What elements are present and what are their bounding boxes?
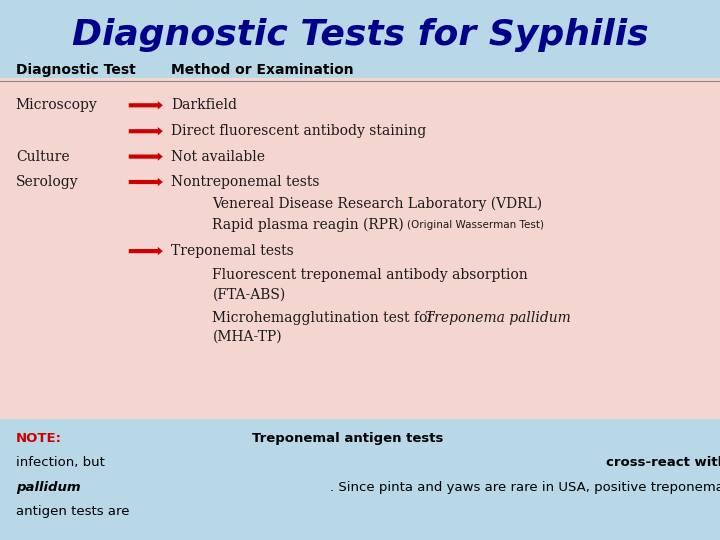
Text: Microhemagglutination test for: Microhemagglutination test for [212, 310, 439, 325]
Text: antigen tests are: antigen tests are [16, 505, 134, 518]
Bar [0, 78, 720, 418]
Text: Treponemal antigen tests: Treponemal antigen tests [252, 432, 444, 445]
Text: Treponema pallidum: Treponema pallidum [425, 310, 570, 325]
Text: Serology: Serology [16, 175, 78, 189]
Text: Microscopy: Microscopy [16, 98, 98, 112]
Text: Diagnostic Test: Diagnostic Test [16, 63, 135, 77]
Text: Nontreponemal tests: Nontreponemal tests [171, 175, 320, 189]
Text: Not available: Not available [171, 150, 266, 164]
Text: NOTE:: NOTE: [16, 432, 62, 445]
Text: Treponemal tests: Treponemal tests [171, 244, 294, 258]
Text: Diagnostic Tests for Syphilis: Diagnostic Tests for Syphilis [72, 18, 648, 52]
Text: pallidum: pallidum [16, 481, 81, 494]
Text: Rapid plasma reagin (RPR): Rapid plasma reagin (RPR) [212, 218, 404, 232]
Text: Venereal Disease Research Laboratory (VDRL): Venereal Disease Research Laboratory (VD… [212, 197, 543, 211]
Text: (FTA-ABS): (FTA-ABS) [212, 287, 286, 301]
Text: (Original Wasserman Test): (Original Wasserman Test) [407, 220, 544, 230]
Text: cross-react with antigens other than: cross-react with antigens other than [606, 456, 720, 469]
Text: Culture: Culture [16, 150, 69, 164]
Text: (MHA-TP): (MHA-TP) [212, 329, 282, 343]
Text: . Since pinta and yaws are rare in USA, positive treponemal: . Since pinta and yaws are rare in USA, … [330, 481, 720, 494]
Text: Direct fluorescent antibody staining: Direct fluorescent antibody staining [171, 124, 427, 138]
Text: infection, but: infection, but [16, 456, 109, 469]
Text: Method or Examination: Method or Examination [171, 63, 354, 77]
Text: Fluorescent treponemal antibody absorption: Fluorescent treponemal antibody absorpti… [212, 268, 528, 282]
Text: Darkfield: Darkfield [171, 98, 238, 112]
